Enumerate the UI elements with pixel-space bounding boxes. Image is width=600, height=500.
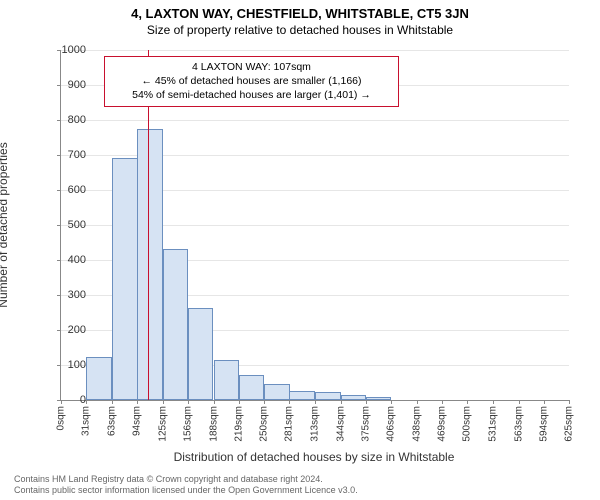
xtick-mark (391, 400, 392, 404)
xtick-mark (239, 400, 240, 404)
annotation-box: 4 LAXTON WAY: 107sqm← 45% of detached ho… (104, 56, 399, 107)
xtick-mark (442, 400, 443, 404)
xtick-mark (544, 400, 545, 404)
xtick-mark (112, 400, 113, 404)
ytick-label: 600 (46, 184, 86, 196)
xtick-label: 500sqm (462, 406, 473, 442)
xtick-label: 563sqm (513, 406, 524, 442)
footer-line: Contains HM Land Registry data © Crown c… (14, 474, 358, 485)
xtick-label: 531sqm (487, 406, 498, 442)
histogram-bar (239, 375, 264, 400)
ytick-label: 500 (46, 219, 86, 231)
xtick-label: 281sqm (284, 406, 295, 442)
histogram-bar (341, 395, 366, 400)
xtick-label: 375sqm (360, 406, 371, 442)
page-title: 4, LAXTON WAY, CHESTFIELD, WHITSTABLE, C… (0, 0, 600, 21)
xtick-label: 344sqm (335, 406, 346, 442)
ytick-label: 900 (46, 79, 86, 91)
xtick-label: 438sqm (412, 406, 423, 442)
xtick-mark (467, 400, 468, 404)
page-subtitle: Size of property relative to detached ho… (0, 21, 600, 37)
xtick-mark (417, 400, 418, 404)
histogram-bar (214, 360, 239, 400)
histogram-bar (366, 397, 391, 401)
xtick-mark (214, 400, 215, 404)
y-axis-label: Number of detached properties (0, 142, 10, 307)
annotation-line: ← 45% of detached houses are smaller (1,… (111, 74, 392, 88)
xtick-label: 125sqm (157, 406, 168, 442)
ytick-label: 700 (46, 149, 86, 161)
histogram-bar (112, 158, 137, 400)
annotation-line: 4 LAXTON WAY: 107sqm (111, 60, 392, 74)
x-axis-label: Distribution of detached houses by size … (60, 450, 568, 464)
xtick-label: 31sqm (81, 406, 92, 436)
xtick-label: 313sqm (310, 406, 321, 442)
histogram-bar (137, 129, 162, 400)
xtick-mark (315, 400, 316, 404)
gridline (61, 120, 569, 121)
histogram-bar (163, 249, 188, 400)
xtick-mark (493, 400, 494, 404)
histogram-bar (315, 392, 340, 400)
histogram-chart: 0sqm31sqm63sqm94sqm125sqm156sqm188sqm219… (60, 50, 568, 400)
xtick-label: 156sqm (182, 406, 193, 442)
xtick-label: 250sqm (259, 406, 270, 442)
xtick-label: 594sqm (538, 406, 549, 442)
xtick-label: 625sqm (564, 406, 575, 442)
annotation-line: 54% of semi-detached houses are larger (… (111, 88, 392, 102)
ytick-label: 100 (46, 359, 86, 371)
xtick-label: 63sqm (107, 406, 118, 436)
xtick-label: 469sqm (437, 406, 448, 442)
ytick-label: 0 (46, 394, 86, 406)
xtick-mark (163, 400, 164, 404)
histogram-bar (86, 357, 111, 400)
xtick-label: 219sqm (234, 406, 245, 442)
gridline (61, 50, 569, 51)
footer-line: Contains public sector information licen… (14, 485, 358, 496)
ytick-label: 400 (46, 254, 86, 266)
histogram-bar (188, 308, 213, 400)
xtick-label: 94sqm (132, 406, 143, 436)
ytick-label: 300 (46, 289, 86, 301)
xtick-mark (264, 400, 265, 404)
ytick-label: 200 (46, 324, 86, 336)
footer-attribution: Contains HM Land Registry data © Crown c… (14, 474, 358, 497)
xtick-label: 0sqm (56, 406, 67, 430)
histogram-bar (289, 391, 314, 400)
ytick-label: 800 (46, 114, 86, 126)
xtick-mark (188, 400, 189, 404)
xtick-mark (137, 400, 138, 404)
xtick-mark (519, 400, 520, 404)
xtick-label: 406sqm (385, 406, 396, 442)
xtick-mark (366, 400, 367, 404)
histogram-bar (264, 384, 289, 400)
xtick-mark (569, 400, 570, 404)
ytick-label: 1000 (46, 44, 86, 56)
xtick-mark (289, 400, 290, 404)
xtick-mark (341, 400, 342, 404)
xtick-label: 188sqm (208, 406, 219, 442)
xtick-mark (86, 400, 87, 404)
